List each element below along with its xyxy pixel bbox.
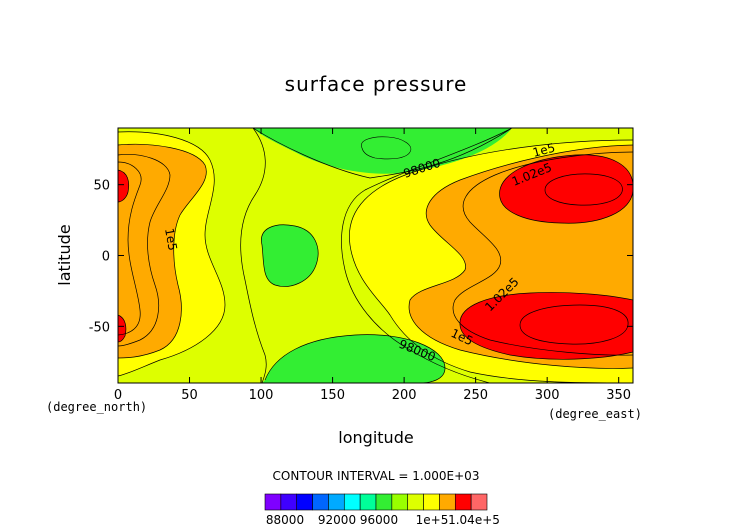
y-tick-label: 0 — [102, 250, 110, 265]
contour-line-99000-left — [118, 131, 226, 377]
x-tick-label: 350 — [606, 388, 631, 403]
contour-line-100700-left — [118, 161, 142, 336]
y-tick-label: 50 — [93, 179, 110, 194]
contour-line-100500-left — [118, 154, 171, 347]
colorbar-swatch — [423, 493, 440, 511]
contour-label-1e5-northeast: 1e5 — [531, 141, 557, 160]
contour-line-102000-right-south — [519, 304, 629, 345]
colorbar-label: 1e+5 — [416, 513, 449, 527]
colorbar — [264, 493, 488, 511]
contour-band-97000-north — [253, 128, 512, 174]
contour-line-102000-right-north — [544, 173, 623, 206]
x-tick-label: 300 — [535, 388, 560, 403]
contour-band-100000-left — [118, 144, 207, 358]
x-tick-label: 100 — [249, 388, 274, 403]
colorbar-labels: 88000 92000 96000 1e+5 1.04e+5 — [266, 513, 500, 527]
contour-line-101000-right-south — [459, 292, 633, 360]
plot-area: 98000 98000 1e5 1e5 1e5 1.02e5 1.02e5 — [118, 128, 633, 383]
x-axis-label: longitude — [338, 428, 413, 447]
colorbar-swatch — [280, 493, 298, 511]
contour-line-99000-right — [349, 139, 633, 383]
contour-line-98000-center — [261, 224, 319, 287]
contour-interval-text: CONTOUR INTERVAL = 1.000E+03 — [273, 469, 480, 483]
x-axis: 0 50 100 150 200 250 300 350 — [114, 128, 631, 403]
x-tick-label: 150 — [320, 388, 345, 403]
colorbar-label: 92000 — [318, 513, 356, 527]
colorbar-swatch — [391, 493, 409, 511]
x-axis-unit: (degree_east) — [548, 407, 642, 421]
contour-band-101000-left-south — [118, 315, 126, 342]
x-tick-label: 50 — [181, 388, 198, 403]
contour-line-98000-right — [341, 128, 513, 383]
contour-line-98000-north — [252, 128, 513, 179]
colorbar-swatch — [296, 493, 313, 511]
x-tick-label: 200 — [392, 388, 417, 403]
colorbar-swatch — [375, 493, 393, 511]
colorbar-swatch — [312, 493, 329, 511]
contour-line-96000-north — [361, 136, 412, 160]
contour-line-101000-left-south — [118, 314, 127, 343]
y-axis: -50 0 50 — [89, 179, 633, 335]
contour-line-101000-left-north — [118, 169, 130, 203]
colorbar-label: 88000 — [266, 513, 304, 527]
contour-line-100000-left — [118, 143, 207, 359]
colorbar-label: 96000 — [360, 513, 398, 527]
contour-line-100000-right — [408, 144, 633, 369]
contour-band-101000-left-north — [118, 170, 129, 202]
colorbar-swatch — [359, 493, 377, 511]
x-tick-label: 0 — [114, 388, 122, 403]
colorbar-label: 1.04e+5 — [448, 513, 500, 527]
contour-band-101000-right-south — [459, 292, 633, 360]
colorbar-swatch — [407, 493, 424, 511]
chart-title: surface pressure — [285, 72, 468, 96]
colorbar-swatch — [439, 493, 456, 511]
colorbar-swatch — [264, 493, 282, 511]
contour-label-1e5-left: 1e5 — [162, 227, 180, 252]
y-axis-label: latitude — [55, 224, 74, 285]
y-tick-label: -50 — [89, 320, 110, 335]
contour-line-100500-right — [452, 151, 633, 356]
contour-line-98000-left — [240, 128, 267, 383]
colorbar-swatch — [454, 493, 472, 511]
y-axis-unit: (degree_north) — [46, 400, 147, 414]
colorbar-swatch — [343, 493, 361, 511]
contour-line-101000-right-north — [499, 154, 633, 224]
contour-line-98000-south — [264, 334, 446, 383]
x-tick-label: 250 — [463, 388, 488, 403]
contour-band-97000-center — [261, 224, 319, 287]
colorbar-swatch — [470, 493, 488, 511]
contour-band-97000-south — [262, 334, 445, 383]
colorbar-swatch — [328, 493, 345, 511]
contour-band-101000-right-north — [499, 154, 633, 224]
